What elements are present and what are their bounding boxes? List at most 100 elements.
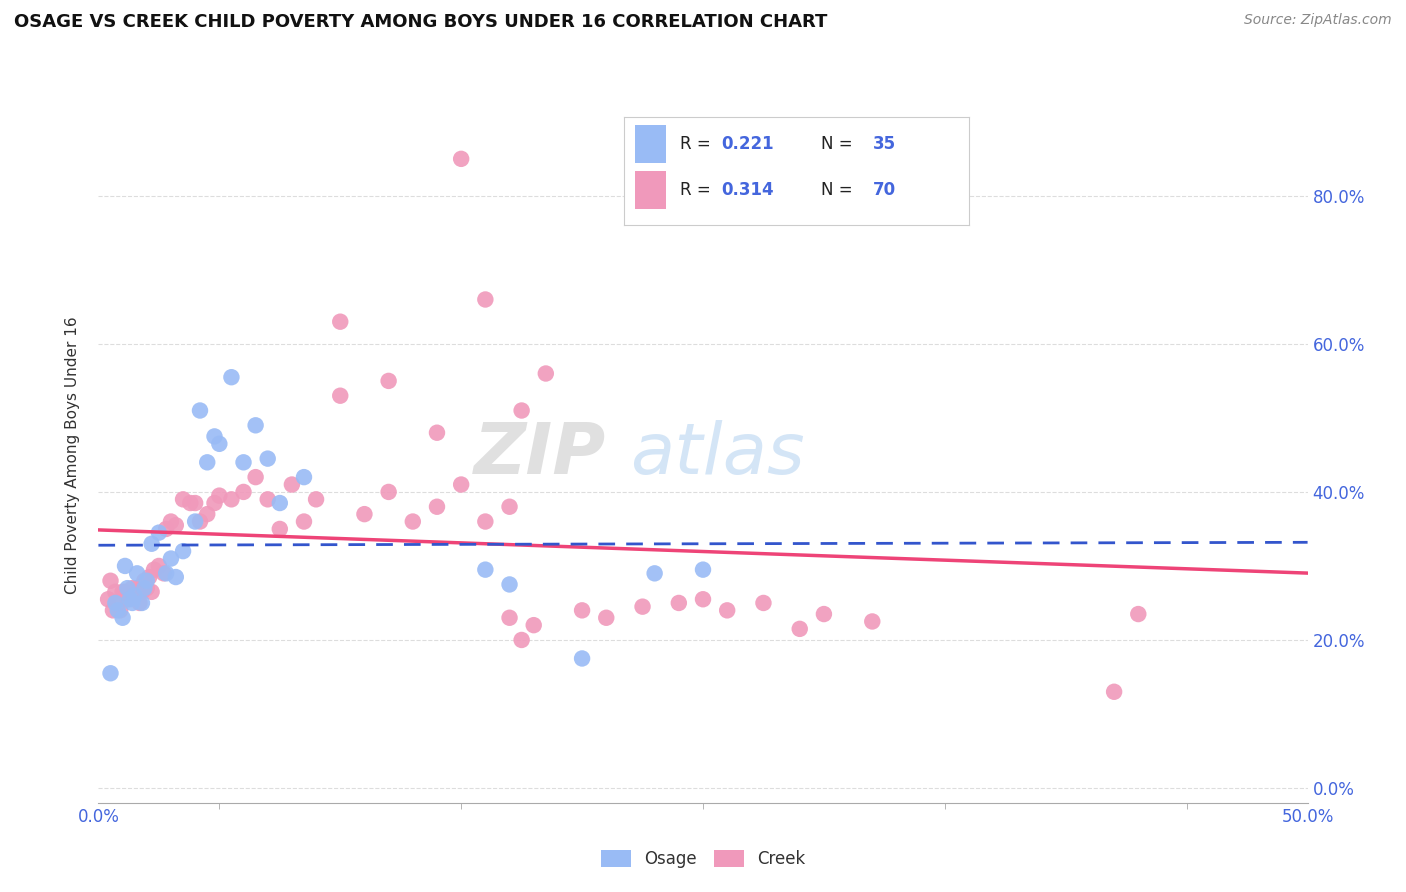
Point [148,525,170,540]
Point [221,370,243,384]
Point [245,470,267,484]
Point [204,429,226,443]
Point [752,596,775,610]
Point [474,515,496,529]
Point [184,496,207,510]
Text: ZIP: ZIP [474,420,606,490]
Point [131,585,153,599]
Point [179,496,201,510]
Point [208,437,231,451]
Point [121,596,143,610]
Point [668,596,690,610]
Point [111,611,134,625]
Text: Source: ZipAtlas.com: Source: ZipAtlas.com [1244,13,1392,28]
Point [107,603,129,617]
Point [498,611,520,625]
Point [108,603,131,617]
Point [124,589,146,603]
Point [188,515,211,529]
Point [195,455,218,469]
Point [134,574,156,588]
Point [474,293,496,307]
Point [131,596,153,610]
Point [631,599,654,614]
Point [789,622,811,636]
Point [117,581,139,595]
Y-axis label: Child Poverty Among Boys Under 16: Child Poverty Among Boys Under 16 [65,316,80,594]
Point [135,574,157,588]
Point [377,374,399,388]
Point [101,603,124,617]
Point [114,585,136,599]
Point [141,585,163,599]
Point [148,558,170,573]
Point [100,666,122,681]
Point [692,563,714,577]
Point [245,418,267,433]
Point [377,484,399,499]
Point [208,489,231,503]
Point [1102,685,1125,699]
Point [256,451,278,466]
Point [269,496,291,510]
Point [118,589,141,603]
Point [571,651,593,665]
Point [172,492,194,507]
Point [160,551,183,566]
Point [111,585,134,599]
Point [172,544,194,558]
Point [138,570,160,584]
Point [523,618,546,632]
Point [281,477,304,491]
Point [498,500,520,514]
Point [510,403,533,417]
Point [232,455,254,469]
Point [595,611,617,625]
Point [165,570,187,584]
Point [135,581,157,595]
Point [107,596,129,610]
Point [474,563,496,577]
Point [127,566,149,581]
Point [184,515,207,529]
Point [510,632,533,647]
Point [256,492,278,507]
Point [813,607,835,621]
Point [534,367,557,381]
Text: atlas: atlas [630,420,806,490]
Point [402,515,425,529]
Point [329,389,352,403]
Point [195,507,218,521]
Point [134,581,156,595]
Point [292,470,315,484]
Point [155,522,177,536]
Text: OSAGE VS CREEK CHILD POVERTY AMONG BOYS UNDER 16 CORRELATION CHART: OSAGE VS CREEK CHILD POVERTY AMONG BOYS … [14,13,828,31]
Point [353,507,375,521]
Point [426,500,449,514]
Point [450,477,472,491]
Point [498,577,520,591]
Point [860,615,883,629]
Point [128,596,150,610]
Point [1128,607,1150,621]
Point [124,589,146,603]
Point [97,592,120,607]
Point [292,515,315,529]
Point [160,515,183,529]
Point [188,403,211,417]
Point [716,603,738,617]
Point [117,592,139,607]
Point [104,596,127,610]
Point [121,581,143,595]
Point [644,566,666,581]
Point [100,574,122,588]
Point [450,152,472,166]
Point [221,492,243,507]
Point [692,592,714,607]
Point [155,566,177,581]
Point [152,566,174,581]
Point [571,603,593,617]
Point [143,563,166,577]
Legend: Osage, Creek: Osage, Creek [595,843,811,875]
Point [165,518,187,533]
